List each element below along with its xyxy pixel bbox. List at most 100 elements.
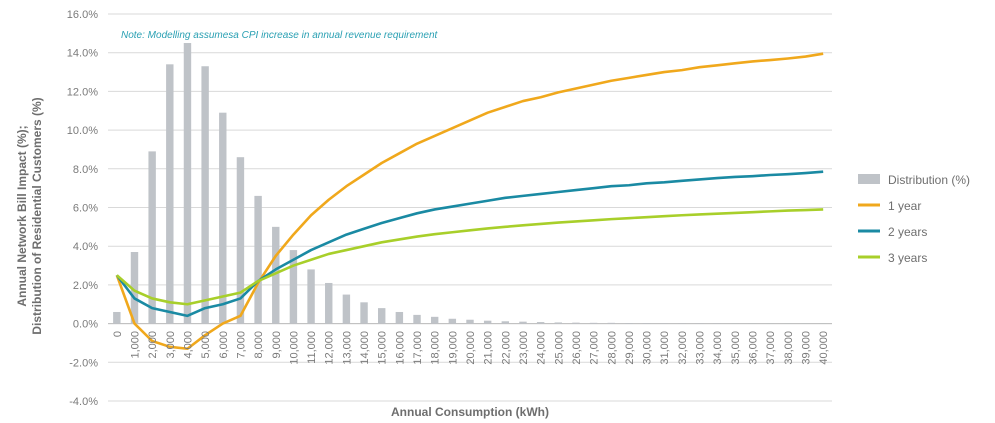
x-tick-label: 21,000	[483, 331, 495, 365]
y-tick-label: -2.0%	[69, 357, 98, 369]
legend: Distribution (%) 1 year 2 years 3 years	[858, 173, 970, 265]
chart-note: Note: Modelling assumesa CPI increase in…	[121, 30, 439, 41]
distribution-bar	[466, 319, 474, 324]
x-tick-label: 7,000	[235, 331, 247, 359]
distribution-bar	[572, 322, 580, 324]
x-tick-label: 31,000	[659, 331, 671, 365]
x-tick-label: 0	[112, 331, 124, 337]
legend-label-3-years: 3 years	[888, 251, 927, 265]
distribution-bar	[483, 320, 492, 324]
y-tick-label: -4.0%	[69, 396, 98, 408]
x-tick-label: 36,000	[748, 331, 760, 365]
distribution-bars	[113, 43, 827, 324]
distribution-bar	[342, 294, 351, 324]
x-tick-label: 2,000	[147, 331, 159, 359]
distribution-bar	[236, 157, 245, 324]
x-tick-label: 19,000	[447, 331, 459, 365]
x-tick-label: 13,000	[341, 331, 353, 365]
legend-label-2-years: 2 years	[888, 225, 927, 239]
legend-label-1-year: 1 year	[888, 199, 921, 213]
series-line-3	[115, 208, 824, 306]
x-tick-label: 35,000	[730, 331, 742, 365]
x-tick-label: 12,000	[324, 331, 336, 365]
y-tick-label: 4.0%	[73, 241, 98, 253]
x-tick-label: 18,000	[430, 331, 442, 365]
distribution-bar	[307, 269, 315, 324]
distribution-bar	[113, 311, 121, 324]
distribution-bar	[201, 66, 209, 324]
y-tick-label: 8.0%	[73, 164, 98, 176]
x-tick-label: 27,000	[589, 331, 601, 365]
y-axis-title-line1: Annual Network Bill Impact (%);	[15, 125, 29, 306]
x-tick-label: 30,000	[642, 331, 654, 365]
x-tick-label: 3,000	[165, 331, 177, 359]
distribution-bar	[183, 43, 192, 324]
y-tick-label: 6.0%	[73, 203, 98, 215]
x-tick-label: 28,000	[606, 331, 618, 365]
x-tick-label: 33,000	[695, 331, 707, 365]
x-tick-label: 17,000	[412, 331, 424, 365]
distribution-bar	[325, 282, 333, 324]
x-tick-label: 37,000	[765, 331, 777, 365]
x-tick-label: 8,000	[253, 331, 265, 359]
x-tick-label: 6,000	[218, 331, 230, 359]
y-tick-label: 14.0%	[67, 48, 98, 60]
y-tick-label: 0.0%	[73, 319, 98, 331]
y-axis-ticks: -4.0% -2.0% 0.0% 2.0% 4.0% 6.0% 8.0% 10.0% 12.0%…	[67, 9, 98, 408]
x-tick-label: 32,000	[677, 331, 689, 365]
x-tick-label: 4,000	[182, 331, 194, 359]
x-tick-label: 22,000	[500, 331, 512, 365]
x-tick-label: 38,000	[783, 331, 795, 365]
x-tick-label: 24,000	[536, 331, 548, 365]
x-axis-title: Annual Consumption (kWh)	[391, 405, 549, 419]
distribution-bar	[413, 314, 421, 324]
y-tick-label: 2.0%	[73, 280, 98, 292]
x-tick-label: 14,000	[359, 331, 371, 365]
distribution-bar	[289, 250, 298, 324]
distribution-bar	[377, 308, 386, 324]
series-lines	[115, 52, 824, 351]
x-tick-label: 16,000	[394, 331, 406, 365]
distribution-bar	[430, 316, 439, 324]
y-tick-label: 16.0%	[67, 9, 98, 21]
distribution-bar	[219, 112, 227, 324]
legend-swatch-distribution	[858, 174, 880, 184]
x-tick-label: 20,000	[465, 331, 477, 365]
x-tick-label: 9,000	[271, 331, 283, 359]
distribution-bar	[642, 323, 651, 324]
distribution-bar	[166, 64, 174, 324]
series-line-2	[115, 170, 824, 318]
x-tick-label: 39,000	[801, 331, 813, 365]
gridlines	[108, 13, 832, 402]
distribution-bar	[448, 318, 457, 324]
x-tick-label: 40,000	[818, 331, 830, 365]
x-tick-label: 5,000	[200, 331, 212, 359]
distribution-bar	[625, 323, 633, 324]
distribution-bar	[360, 302, 368, 324]
distribution-bar	[395, 311, 404, 324]
x-axis-ticks: 0 1,000 2,000 3,000 4,000 5,000 6,000 7,000 8,00…	[112, 331, 830, 365]
x-tick-label: 15,000	[377, 331, 389, 365]
distribution-bar	[536, 322, 545, 324]
distribution-bar	[501, 321, 510, 324]
x-tick-label: 1,000	[129, 331, 141, 359]
distribution-bar	[254, 195, 262, 324]
distribution-bar	[272, 226, 280, 324]
series-line-1	[115, 52, 824, 351]
x-tick-label: 10,000	[288, 331, 300, 365]
x-tick-label: 23,000	[518, 331, 530, 365]
distribution-bar	[148, 151, 156, 324]
x-tick-label: 34,000	[712, 331, 724, 365]
x-tick-label: 11,000	[306, 331, 318, 364]
x-tick-label: 29,000	[624, 331, 636, 365]
distribution-bar	[607, 322, 615, 324]
y-tick-label: 10.0%	[67, 125, 98, 137]
x-tick-label: 25,000	[553, 331, 565, 365]
legend-label-distribution: Distribution (%)	[888, 173, 970, 187]
distribution-bar	[519, 321, 527, 324]
x-tick-label: 26,000	[571, 331, 583, 365]
distribution-bar	[589, 322, 598, 324]
distribution-bar	[554, 322, 563, 324]
y-tick-label: 12.0%	[67, 86, 98, 98]
